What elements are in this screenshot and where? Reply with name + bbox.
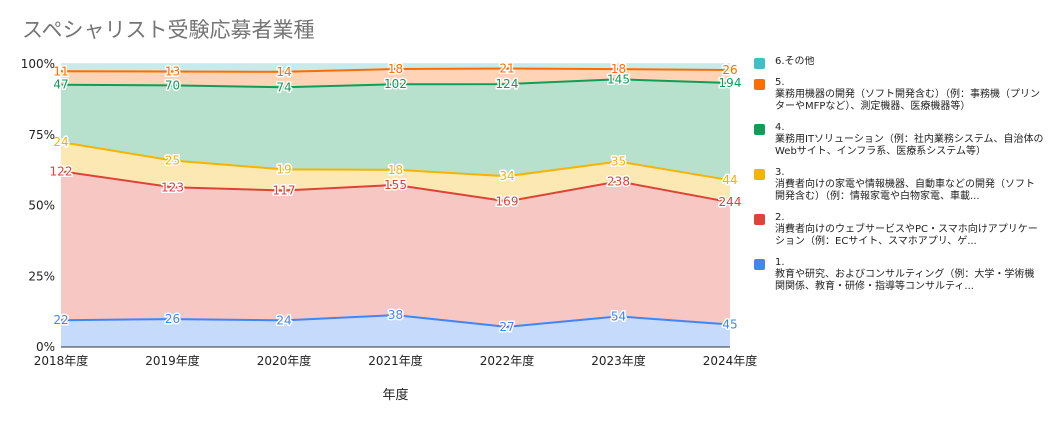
data-label: 22	[53, 313, 68, 327]
data-label: 70	[165, 78, 180, 92]
data-label: 145	[607, 72, 630, 86]
legend-item[interactable]: 1. 教育や研究、およびコンサルティング（例：大学・学術機関関係、教育・研修・指導…	[752, 257, 1044, 293]
line-series-4	[60, 78, 731, 89]
legend-label: 3. 消費者向けの家電や情報機器、自動車などの開発（ソフト開発含む）（例：情報家電…	[775, 167, 1035, 202]
x-axis-ticks: 2018年度 2019年度 2020年度 2021年度 2022年度 2023年度 2024…	[34, 353, 758, 368]
data-label: 34	[499, 169, 514, 183]
data-label: 38	[388, 308, 403, 322]
legend-swatch	[754, 79, 765, 90]
data-label: 155	[384, 178, 407, 192]
data-label: 47	[53, 78, 68, 92]
legend-item[interactable]: 2. 消費者向けのウェブサービスやPC・スマホ向けアプリケーション（例：ECサイト…	[752, 212, 1044, 248]
legend-label: 2. 消費者向けのウェブサービスやPC・スマホ向けアプリケーション（例：ECサイト…	[775, 212, 1038, 247]
data-label: 21	[499, 61, 514, 75]
legend-swatch	[754, 259, 765, 270]
area-series-4	[61, 79, 730, 181]
x-tick-label: 2021年度	[368, 353, 423, 368]
legend-label: 1. 教育や研究、およびコンサルティング（例：大学・学術機関関係、教育・研修・指導…	[775, 257, 1035, 292]
x-tick-label: 2020年度	[257, 353, 312, 368]
data-label: 54	[611, 309, 626, 323]
x-tick-label: 2018年度	[34, 353, 89, 368]
data-label: 102	[384, 77, 407, 91]
legend-item[interactable]: 6.その他	[752, 56, 1044, 69]
data-label: 14	[276, 65, 291, 79]
x-axis-label: 年度	[382, 387, 408, 403]
y-tick-label: 50%	[28, 199, 55, 213]
data-label: 11	[53, 64, 68, 78]
legend-item[interactable]: 3. 消費者向けの家電や情報機器、自動車などの開発（ソフト開発含む）（例：情報家電…	[752, 167, 1044, 203]
area-series-6	[61, 64, 730, 72]
line-series-3	[60, 141, 731, 182]
x-tick-label: 2019年度	[145, 353, 200, 368]
data-label: 124	[496, 77, 519, 91]
data-label: 26	[722, 63, 737, 77]
data-label: 19	[276, 162, 291, 176]
data-labels: 22 26 24 38 27 54 45 122 123 117 155 169 238 244 24 25 1…	[48, 60, 743, 335]
data-label: 194	[719, 76, 742, 90]
line-series-5	[60, 67, 731, 73]
data-label: 18	[388, 62, 403, 76]
y-tick-label: 75%	[28, 128, 55, 142]
data-label: 24	[53, 135, 68, 149]
y-tick-label: 100%	[21, 57, 55, 71]
legend-label: 5. 業務用機器の開発（ソフト開発含む）（例：事務機（プリンターやMFPなど）、測…	[775, 77, 1040, 112]
data-label: 35	[611, 155, 626, 169]
data-label: 18	[388, 163, 403, 177]
data-label: 169	[496, 194, 519, 208]
data-label: 238	[607, 174, 630, 188]
data-label: 26	[165, 312, 180, 326]
area-series-3	[61, 142, 730, 203]
legend-swatch	[754, 214, 765, 225]
data-label: 44	[722, 173, 737, 187]
area-series-1	[61, 315, 730, 347]
data-label: 13	[165, 65, 180, 79]
line-series-1	[60, 314, 731, 328]
data-label: 45	[722, 317, 737, 331]
x-tick-label: 2023年度	[591, 353, 646, 368]
legend-swatch	[754, 169, 765, 180]
data-label: 244	[719, 195, 742, 209]
data-label: 27	[499, 320, 514, 334]
area-series-2	[61, 171, 730, 327]
legend-label: 6.その他	[775, 56, 815, 67]
legend-item[interactable]: 5. 業務用機器の開発（ソフト開発含む）（例：事務機（プリンターやMFPなど）、測…	[752, 77, 1044, 113]
area-series-5	[61, 68, 730, 88]
legend: 6.その他 5. 業務用機器の開発（ソフト開発含む）（例：事務機（プリンターやMFP…	[752, 56, 1044, 302]
x-tick-label: 2022年度	[480, 353, 535, 368]
data-label: 117	[273, 184, 296, 198]
y-tick-label: 0%	[36, 340, 55, 354]
data-label: 123	[161, 180, 184, 194]
data-label: 122	[50, 164, 73, 178]
y-tick-label: 25%	[28, 269, 55, 283]
series-lines	[60, 67, 731, 328]
x-tick-label: 2024年度	[703, 353, 758, 368]
data-label: 24	[276, 313, 291, 327]
data-label: 25	[165, 153, 180, 167]
legend-swatch	[754, 124, 765, 135]
series-areas	[61, 64, 730, 347]
legend-label: 4. 業務用ITソリューション（例：社内業務システム、自治体のWebサイト、インフ…	[775, 122, 1044, 157]
data-label: 74	[276, 80, 291, 94]
legend-swatch	[754, 58, 765, 69]
chart-title: スペシャリスト受験応募者業種	[22, 18, 315, 42]
legend-item[interactable]: 4. 業務用ITソリューション（例：社内業務システム、自治体のWebサイト、インフ…	[752, 122, 1044, 158]
line-series-2	[60, 170, 731, 204]
data-label: 18	[611, 62, 626, 76]
y-axis-ticks: 0% 25% 50% 75% 100%	[21, 57, 55, 354]
